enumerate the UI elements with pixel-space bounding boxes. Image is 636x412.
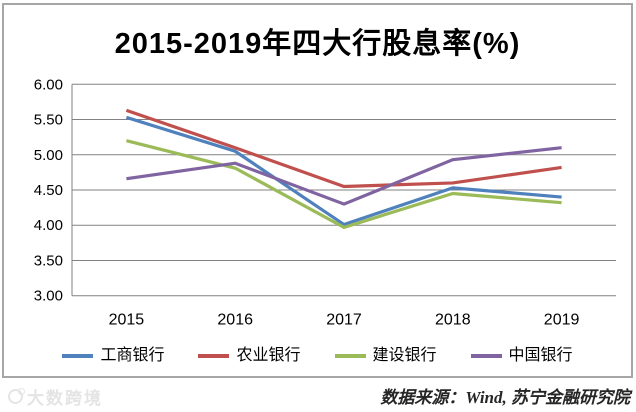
chart-title: 2015-2019年四大行股息率(%) [114,28,521,60]
footer-strip: 大数跨境 数据来源：Wind, 苏宁金融研究院 [0,379,636,412]
legend-label: 建设银行 [372,347,437,364]
chart-frame: 2015-2019年四大行股息率(%) 6.00 5.50 5.00 4.50 4.00… [2,3,633,378]
series-line-建设银行 [126,139,562,230]
legend-label: 工商银行 [100,347,165,364]
circle-logo-icon [8,388,25,404]
x-axis-tick-label: 2015 [109,312,145,329]
y-axis-tick-label: 6.00 [34,76,63,93]
legend-line-swatch [470,354,502,358]
chart-legend: 工商银行 农业银行 建设银行 中国银行 [4,348,631,364]
legend-label: 中国银行 [508,347,573,364]
legend-item: 中国银行 [470,347,573,364]
x-axis-tick-label: 2018 [435,312,471,329]
y-axis-tick-label: 3.00 [34,288,63,305]
x-axis-tick-label: 2016 [217,312,253,329]
y-axis-tick-label: 3.50 [34,252,63,269]
y-axis-tick-label: 4.50 [34,182,63,199]
series-line-中国银行 [126,146,562,206]
legend-item: 农业银行 [198,347,301,364]
series-line-农业银行 [125,108,562,189]
plot-area: 6.00 5.50 5.00 4.50 4.00 3.50 3.00 2015 2016 2017… [34,76,616,329]
legend-item: 建设银行 [334,347,437,364]
legend-line-swatch [62,354,94,358]
watermark-text: 大数跨境 [27,389,103,408]
legend-line-swatch [198,354,230,358]
legend-line-swatch [334,354,366,358]
series-line-工商银行 [125,115,562,227]
y-axis-tick-label: 5.00 [34,147,63,164]
data-source-note: 数据来源：Wind, 苏宁金融研究院 [380,388,630,407]
legend-label: 农业银行 [236,347,301,364]
x-axis-tick-label: 2019 [544,312,580,329]
x-axis-tick-label: 2017 [326,312,362,329]
y-axis-tick-label: 4.00 [34,217,63,234]
watermark: 大数跨境 [8,384,103,409]
legend-item: 工商银行 [62,348,164,364]
y-axis-tick-label: 5.50 [34,112,63,129]
